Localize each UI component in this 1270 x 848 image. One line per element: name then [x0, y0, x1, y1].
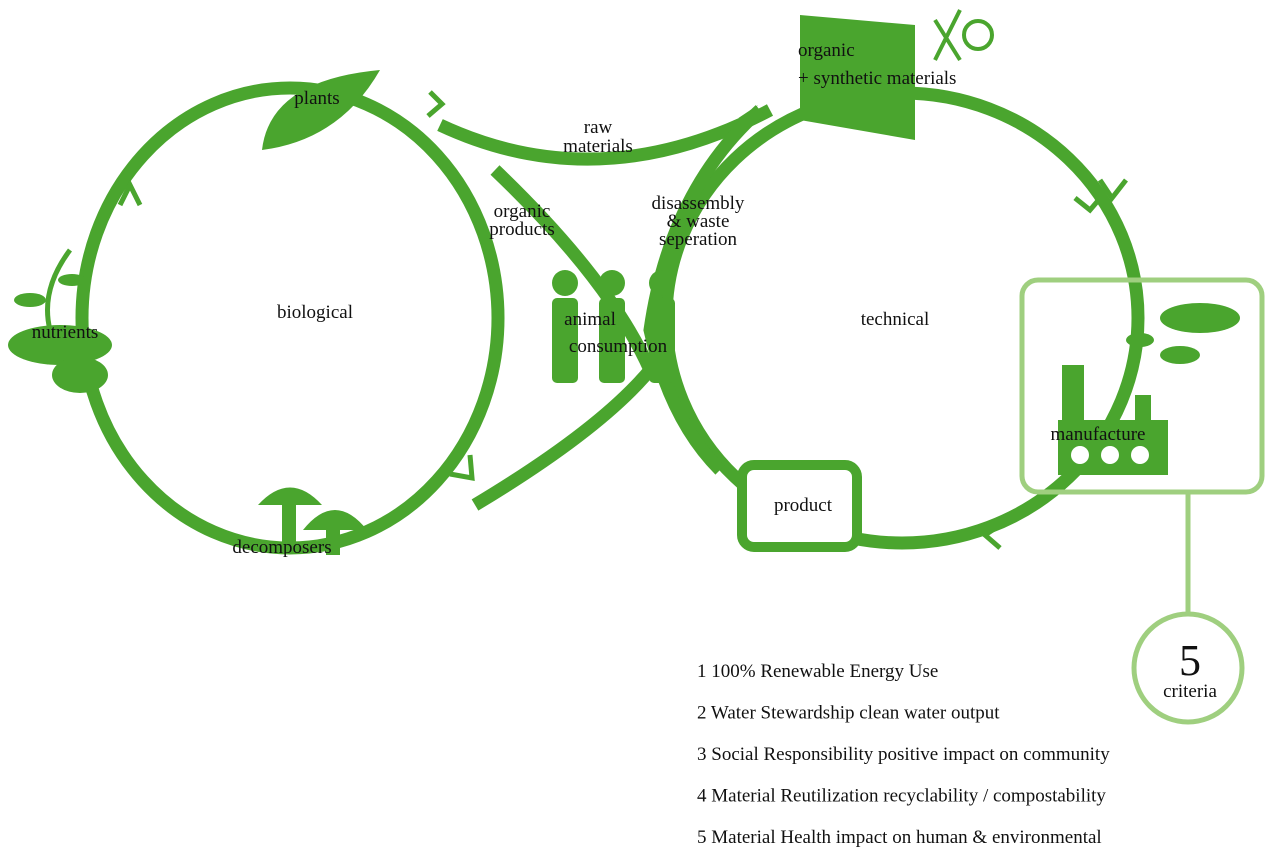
node-label: materials — [563, 136, 633, 157]
node-label: consumption — [569, 336, 668, 357]
node-label: raw — [584, 117, 613, 138]
factory-icon — [1058, 303, 1240, 475]
criteria-item: 3 Social Responsibility positive impact … — [697, 744, 1110, 765]
node-label: + synthetic materials — [798, 68, 956, 89]
criteria-item: 1 100% Renewable Energy Use — [697, 661, 938, 682]
criteria-list: 1 100% Renewable Energy Use 2 Water Stewa… — [697, 661, 1110, 848]
node-label: product — [774, 495, 833, 516]
diagram: 5 criteria biological technical plants r… — [0, 0, 1270, 848]
criteria-label: criteria — [1163, 681, 1217, 702]
criteria-item: 2 Water Stewardship clean water output — [697, 703, 1000, 724]
node-label: seperation — [659, 229, 738, 250]
node-label: products — [489, 219, 554, 240]
criteria-item: 5 Material Health impact on human & envi… — [697, 827, 1102, 848]
node-label: plants — [294, 88, 339, 109]
cycle-label: biological — [277, 302, 353, 323]
criteria-item: 4 Material Reutilization recyclability /… — [697, 786, 1106, 807]
node-label: animal — [564, 309, 616, 330]
node-label: organic — [798, 40, 855, 61]
node-label: decomposers — [232, 537, 331, 558]
cycle-label: technical — [861, 309, 930, 330]
node-label: nutrients — [32, 322, 99, 343]
criteria-number: 5 — [1179, 636, 1201, 685]
node-label: manufacture — [1051, 424, 1146, 445]
